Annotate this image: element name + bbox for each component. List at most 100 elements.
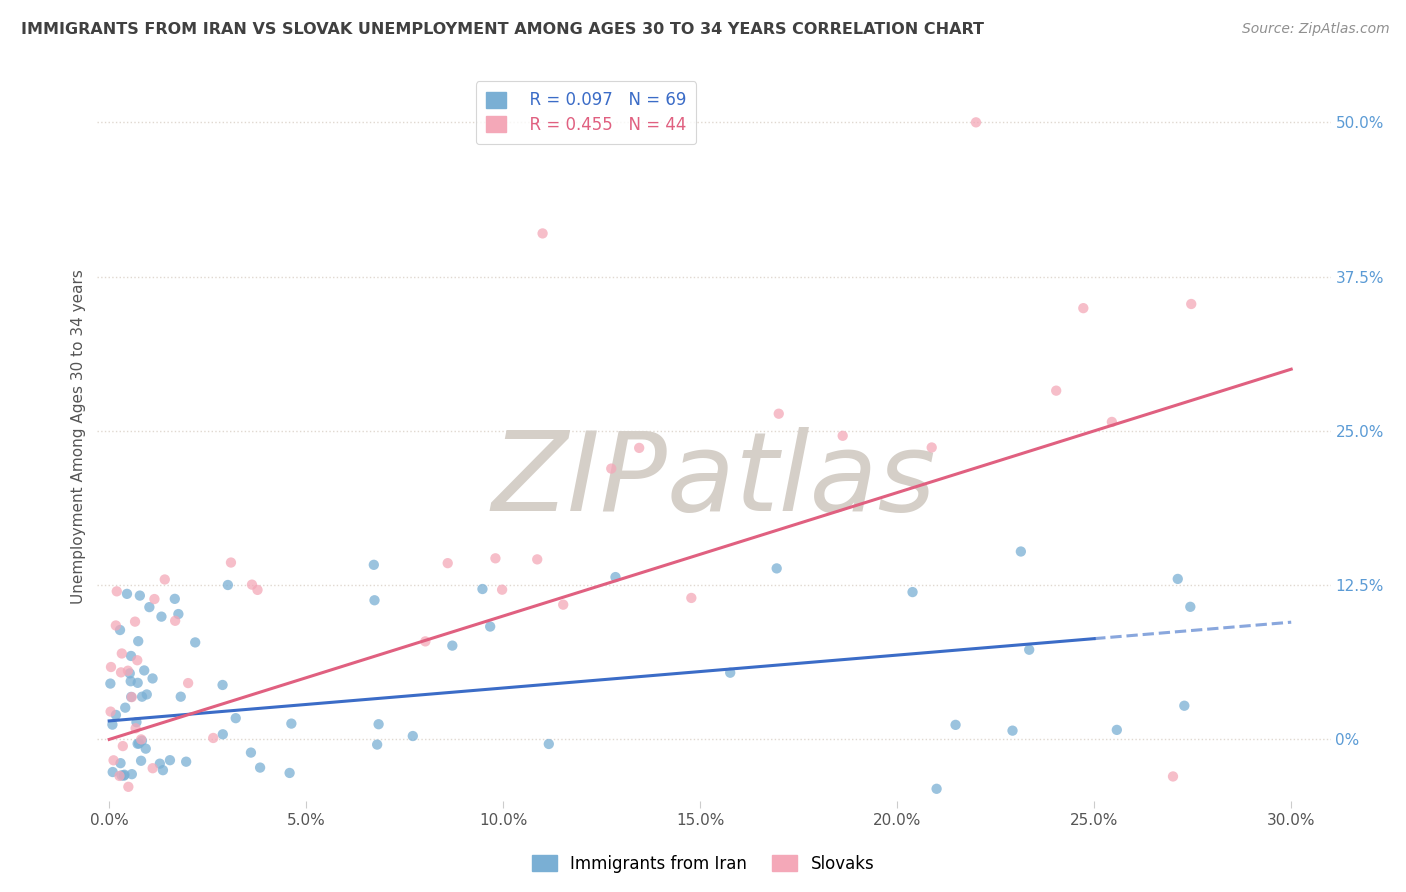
Point	[768, 407, 790, 421]
Point	[436, 556, 458, 570]
Point	[114, 700, 136, 714]
Point	[112, 769, 135, 783]
Point	[526, 552, 548, 566]
Point	[1010, 544, 1032, 558]
Point	[101, 717, 124, 731]
Point	[945, 718, 967, 732]
Point	[1071, 301, 1094, 315]
Point	[124, 721, 146, 735]
Point	[211, 678, 233, 692]
Point	[120, 690, 142, 704]
Text: Source: ZipAtlas.com: Source: ZipAtlas.com	[1241, 22, 1389, 37]
Point	[111, 739, 134, 753]
Point	[100, 705, 122, 719]
Point	[363, 593, 385, 607]
Point	[217, 578, 239, 592]
Point	[117, 664, 139, 678]
Point	[681, 591, 703, 605]
Point	[100, 660, 122, 674]
Point	[115, 587, 138, 601]
Point	[110, 665, 132, 680]
Point	[628, 441, 651, 455]
Point	[965, 115, 987, 129]
Point	[150, 609, 173, 624]
Point	[246, 582, 269, 597]
Point	[363, 558, 385, 572]
Point	[1018, 642, 1040, 657]
Text: ZIPatlas: ZIPatlas	[492, 427, 936, 534]
Point	[110, 756, 132, 771]
Point	[125, 715, 148, 730]
Point	[129, 754, 152, 768]
Point	[110, 768, 132, 782]
Point	[108, 769, 131, 783]
Point	[600, 461, 623, 475]
Point	[553, 598, 575, 612]
Point	[165, 614, 187, 628]
Point	[163, 591, 186, 606]
Point	[219, 556, 242, 570]
Point	[104, 618, 127, 632]
Point	[124, 615, 146, 629]
Point	[135, 688, 157, 702]
Point	[441, 639, 464, 653]
Point	[921, 441, 943, 455]
Point	[177, 676, 200, 690]
Point	[149, 756, 172, 771]
Point	[128, 589, 150, 603]
Point	[1105, 723, 1128, 737]
Point	[120, 648, 142, 663]
Point	[491, 582, 513, 597]
Point	[1173, 698, 1195, 713]
Point	[143, 592, 166, 607]
Point	[1180, 599, 1202, 614]
Point	[402, 729, 425, 743]
Point	[101, 765, 124, 780]
Point	[114, 768, 136, 782]
Point	[240, 577, 263, 591]
Point	[142, 672, 165, 686]
Point	[103, 753, 125, 767]
Point	[127, 634, 149, 648]
Point	[537, 737, 560, 751]
Y-axis label: Unemployment Among Ages 30 to 34 years: Unemployment Among Ages 30 to 34 years	[72, 269, 86, 605]
Point	[211, 727, 233, 741]
Point	[831, 429, 853, 443]
Point	[901, 585, 924, 599]
Point	[111, 647, 134, 661]
Point	[1101, 415, 1123, 429]
Point	[605, 570, 627, 584]
Point	[225, 711, 247, 725]
Point	[131, 733, 153, 747]
Point	[104, 708, 127, 723]
Point	[118, 666, 141, 681]
Point	[117, 780, 139, 794]
Point	[127, 676, 149, 690]
Point	[134, 664, 156, 678]
Point	[1045, 384, 1067, 398]
Point	[108, 623, 131, 637]
Point	[121, 767, 143, 781]
Point	[202, 731, 225, 745]
Point	[142, 761, 165, 775]
Point	[105, 584, 128, 599]
Point	[153, 573, 176, 587]
Point	[531, 227, 554, 241]
Point	[121, 690, 143, 704]
Point	[159, 753, 181, 767]
Point	[239, 746, 262, 760]
Point	[1161, 769, 1184, 783]
Point	[479, 619, 502, 633]
Point	[484, 551, 506, 566]
Text: IMMIGRANTS FROM IRAN VS SLOVAK UNEMPLOYMENT AMONG AGES 30 TO 34 YEARS CORRELATIO: IMMIGRANTS FROM IRAN VS SLOVAK UNEMPLOYM…	[21, 22, 984, 37]
Point	[249, 761, 271, 775]
Point	[280, 716, 302, 731]
Point	[120, 674, 142, 689]
Point	[127, 653, 149, 667]
Point	[174, 755, 197, 769]
Point	[152, 763, 174, 777]
Point	[925, 781, 948, 796]
Point	[718, 665, 741, 680]
Point	[131, 690, 153, 704]
Point	[278, 766, 301, 780]
